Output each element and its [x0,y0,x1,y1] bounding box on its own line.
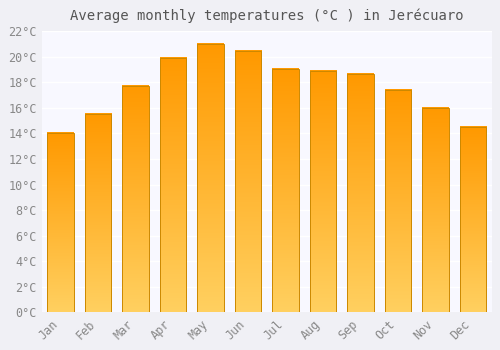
Bar [48,133,74,313]
Bar [272,69,298,313]
Bar [160,58,186,313]
Bar [85,114,111,313]
Bar [422,108,448,313]
Bar [310,71,336,313]
Bar [122,86,148,313]
Bar [235,51,261,313]
Bar [460,127,486,313]
Bar [160,58,186,313]
Bar [198,44,224,313]
Bar [422,108,448,313]
Bar [348,75,374,313]
Bar [460,127,486,313]
Title: Average monthly temperatures (°C ) in Jerécuaro: Average monthly temperatures (°C ) in Je… [70,8,464,23]
Bar [122,86,148,313]
Bar [235,51,261,313]
Bar [310,71,336,313]
Bar [385,90,411,313]
Bar [272,69,298,313]
Bar [48,133,74,313]
Bar [348,75,374,313]
Bar [198,44,224,313]
Bar [85,114,111,313]
Bar [385,90,411,313]
